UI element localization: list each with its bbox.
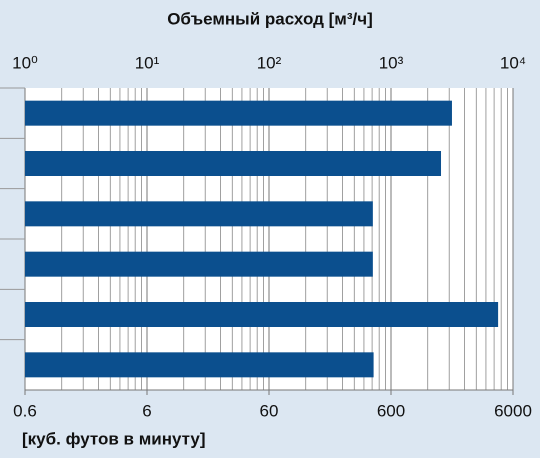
- x-tick-label: 10²: [257, 53, 282, 72]
- x-tick-label: 10⁰: [12, 53, 38, 72]
- chart-title: Объемный расход [м³/ч]: [167, 9, 373, 28]
- x-tick-label: 10³: [379, 53, 404, 72]
- bar: [25, 251, 373, 277]
- x2-tick-label: 6000: [494, 401, 532, 420]
- bar: [25, 352, 374, 378]
- x2-tick-label: 6: [142, 401, 151, 420]
- bar: [25, 100, 452, 126]
- x-tick-label: 10⁴: [500, 53, 526, 72]
- x2-tick-label: 60: [260, 401, 279, 420]
- x2-axis-label: [куб. футов в минуту]: [22, 429, 206, 448]
- bar: [25, 151, 442, 176]
- x2-tick-label: 0.6: [13, 401, 37, 420]
- bar: [25, 302, 499, 327]
- x-tick-label: 10¹: [135, 53, 160, 72]
- x2-tick-label: 600: [377, 401, 405, 420]
- bar: [25, 201, 373, 227]
